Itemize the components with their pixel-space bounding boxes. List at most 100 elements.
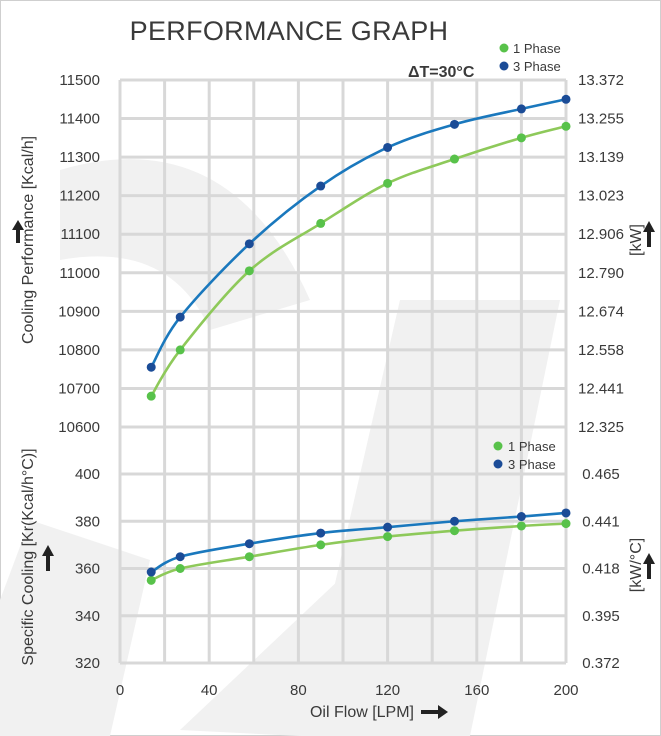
data-point: [383, 142, 393, 152]
chart-panel-specific-cooling: [120, 472, 566, 665]
x-tick-label: 160: [464, 682, 489, 699]
legend-top: 1 Phase 3 Phase: [499, 41, 561, 74]
top-right-axis-label: [kW]: [628, 224, 645, 256]
y-right-tick-label: 13.255: [578, 111, 624, 128]
legend-marker-1-phase: [499, 43, 509, 53]
x-axis-label: Oil Flow [LPM]: [310, 704, 414, 721]
data-point: [175, 552, 185, 562]
data-point: [146, 391, 156, 401]
data-point: [561, 121, 571, 131]
y-tick-label: 340: [75, 608, 100, 625]
data-point: [316, 540, 326, 550]
data-point: [146, 567, 156, 577]
y-right-tick-label: 0.465: [582, 466, 620, 483]
y-right-tick-label: 0.395: [582, 608, 620, 625]
y-tick-label: 400: [75, 466, 100, 483]
y-tick-label: 11000: [59, 265, 100, 282]
y-tick-label: 380: [75, 513, 100, 530]
top-y-axis-label: Cooling Performance [Kcal/h]: [20, 136, 37, 344]
data-point: [450, 154, 459, 164]
data-point: [244, 239, 254, 249]
data-point: [561, 519, 571, 529]
y-right-tick-label: 0.372: [582, 655, 620, 672]
data-point: [146, 362, 156, 372]
y-tick-label: 10700: [58, 380, 100, 397]
series-line-1-phase: [150, 522, 567, 582]
series: [146, 94, 571, 585]
data-point: [516, 133, 526, 143]
data-point: [516, 104, 526, 114]
y-right-tick-label: 12.325: [578, 419, 624, 436]
data-point: [383, 532, 393, 542]
tick-labels: 0 40 80 120 160 200 11500 11400 11300 11200 11100 1…: [58, 72, 624, 699]
series-line-3-phase: [150, 511, 567, 574]
legend-label-3-phase: 3 Phase: [513, 59, 561, 74]
legend-label-1-phase: 1 Phase: [508, 439, 556, 454]
data-point: [244, 552, 254, 562]
y-tick-label: 11500: [59, 72, 100, 89]
y-tick-label: 11200: [59, 188, 100, 205]
data-point: [383, 522, 393, 532]
series-line-3-phase: [150, 98, 567, 368]
data-point: [244, 539, 254, 549]
y-right-tick-label: 12.441: [578, 380, 624, 397]
right-arrow-icon: [421, 705, 448, 719]
data-point: [561, 508, 571, 518]
bottom-y-axis-label: Specific Cooling [Kr(Kcal/h°C)]: [20, 448, 37, 665]
y-right-tick-label: 12.790: [578, 265, 624, 282]
x-tick-label: 120: [375, 682, 400, 699]
chart-title: PERFORMANCE GRAPH: [130, 16, 449, 46]
y-tick-label: 10900: [58, 303, 100, 320]
legend-marker-3-phase: [499, 61, 509, 71]
y-right-tick-label: 12.558: [578, 342, 624, 359]
up-arrow-icon: [12, 220, 24, 243]
y-right-tick-label: 13.372: [578, 72, 624, 89]
y-tick-label: 10600: [58, 419, 100, 436]
x-tick-label: 0: [116, 682, 124, 699]
delta-t-label: ΔT=30°C: [408, 64, 475, 81]
x-tick-label: 80: [290, 682, 307, 699]
y-tick-label: 11400: [59, 111, 100, 128]
legend-label-3-phase: 3 Phase: [508, 457, 556, 472]
data-point: [316, 181, 326, 191]
y-right-tick-label: 0.418: [582, 561, 620, 578]
data-point: [450, 516, 459, 526]
data-point: [561, 94, 571, 104]
data-point: [175, 564, 185, 573]
legend-label-1-phase: 1 Phase: [513, 41, 561, 56]
data-point: [383, 178, 393, 188]
data-point: [516, 512, 526, 522]
data-point: [175, 312, 185, 322]
legend-marker-3-phase: [493, 459, 503, 469]
data-point: [244, 266, 254, 276]
y-right-tick-label: 13.139: [578, 149, 624, 166]
y-right-tick-label: 13.023: [578, 188, 624, 205]
y-tick-label: 320: [75, 655, 100, 672]
watermark-logo: [0, 159, 560, 736]
up-arrow-icon: [42, 545, 54, 571]
bottom-right-axis-label: [kW/°C]: [628, 538, 645, 592]
data-point: [146, 575, 156, 585]
data-point: [450, 119, 459, 129]
x-tick-label: 200: [553, 682, 578, 699]
legend-marker-1-phase: [493, 441, 503, 451]
data-point: [175, 345, 185, 355]
y-tick-label: 10800: [58, 342, 100, 359]
grid: [118, 78, 568, 665]
legend-bottom: 1 Phase 3 Phase: [493, 439, 556, 472]
data-point: [516, 521, 526, 531]
x-tick-label: 40: [201, 682, 218, 699]
up-arrow-icon: [643, 221, 655, 247]
y-right-tick-label: 0.441: [582, 513, 620, 530]
data-point: [450, 526, 459, 536]
series-line-1-phase: [150, 125, 567, 397]
y-tick-label: 360: [75, 561, 100, 578]
up-arrow-icon: [643, 553, 655, 579]
y-right-tick-label: 12.906: [578, 226, 624, 243]
y-right-tick-label: 12.674: [578, 303, 624, 320]
chart-panel-cooling-performance: [120, 78, 566, 429]
data-point: [316, 528, 326, 538]
data-point: [316, 218, 326, 228]
y-tick-label: 11100: [61, 226, 101, 243]
